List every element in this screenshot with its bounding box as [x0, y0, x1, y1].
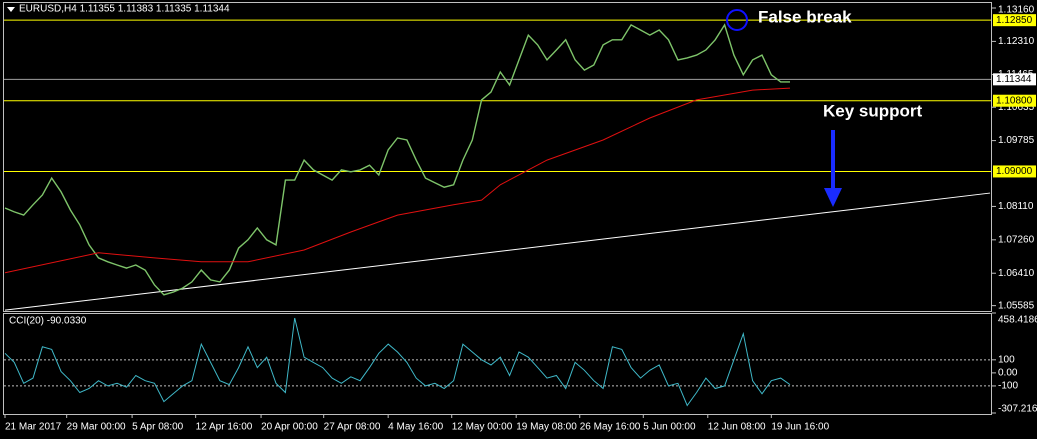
cci-frame — [3, 313, 992, 415]
x-tick-label: 26 May 16:00 — [580, 422, 641, 433]
x-tick-label: 12 Apr 16:00 — [196, 422, 253, 433]
y-tick-label: 458.4186 — [998, 315, 1037, 326]
cci-title: CCI(20) -90.0330 — [9, 316, 87, 327]
x-tick-label: 29 Mar 00:00 — [67, 422, 126, 433]
y-tick-label: 1.08110 — [998, 201, 1034, 212]
menu-icon[interactable] — [7, 7, 15, 12]
x-tick-label: 27 Apr 08:00 — [324, 422, 381, 433]
y-tick-label: 1.05585 — [998, 300, 1035, 311]
x-tick-label: 12 May 00:00 — [452, 422, 513, 433]
price-line — [4, 23, 790, 296]
x-tick-label: 12 Jun 08:00 — [708, 422, 766, 433]
false-break-circle — [726, 9, 748, 31]
price-level-label: 1.10800 — [996, 95, 1033, 106]
price-level-tag — [993, 73, 1036, 86]
x-tick-label: 19 Jun 16:00 — [771, 422, 829, 433]
x-tick-label: 19 May 08:00 — [516, 422, 577, 433]
x-tick-label: 5 Jun 00:00 — [643, 422, 696, 433]
y-tick-label: 0.00 — [998, 368, 1018, 379]
y-tick-label: -100 — [998, 381, 1018, 392]
moving-average — [4, 87, 791, 274]
trend-line — [4, 192, 991, 311]
arrow-head — [824, 188, 842, 207]
x-tick-label: 5 Apr 08:00 — [132, 422, 184, 433]
y-tick-label: 1.06410 — [998, 268, 1035, 279]
chart-title: EURUSD,H4 1.11355 1.11383 1.11335 1.1134… — [19, 4, 230, 15]
main-frame — [3, 2, 992, 312]
y-tick-label: -307.2167 — [998, 404, 1037, 415]
y-tick-label: 1.09785 — [998, 135, 1035, 146]
price-level-label: 1.12850 — [996, 15, 1033, 26]
price-level-tag — [993, 94, 1036, 107]
price-level-label: 1.09000 — [996, 166, 1033, 177]
x-tick-label: 21 Mar 2017 — [5, 422, 62, 433]
cci-line — [4, 317, 791, 407]
y-tick-label: 1.07260 — [998, 234, 1035, 245]
y-tick-label: 1.12310 — [998, 36, 1035, 47]
x-tick-label: 4 May 16:00 — [388, 422, 443, 433]
y-tick-label: 100 — [998, 354, 1015, 365]
price-level-tag — [993, 14, 1036, 27]
price-level-label: 1.11344 — [996, 74, 1032, 85]
annotation: Key support — [823, 101, 923, 120]
price-level-tag — [993, 165, 1036, 178]
x-tick-label: 20 Apr 00:00 — [261, 422, 318, 433]
y-tick-label: 1.10635 — [998, 102, 1035, 113]
annotation: False break — [758, 7, 852, 26]
y-tick-label: 1.13160 — [998, 5, 1035, 16]
